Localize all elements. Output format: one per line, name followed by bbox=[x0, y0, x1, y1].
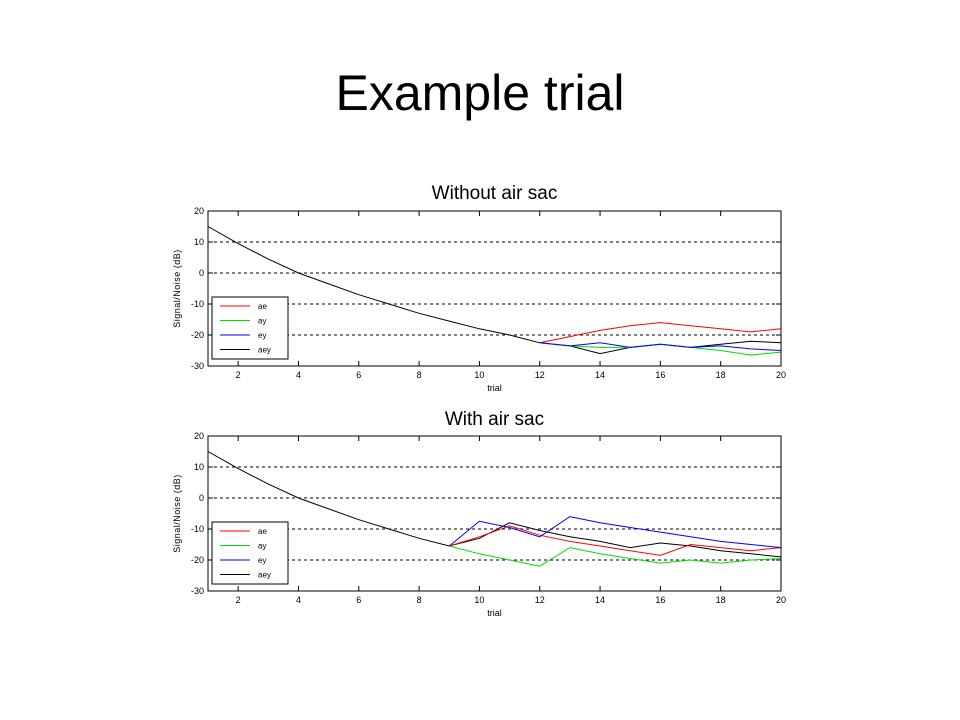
chart-2: 2 4 6 8 10 12 14 16 18 20 20 10 0 -10 -20 -30 With air s… bbox=[172, 409, 786, 618]
x-tick-label: 8 bbox=[417, 595, 422, 605]
y-tick-label: 0 bbox=[199, 268, 204, 278]
chart-1: 2 4 6 8 10 12 14 16 18 20 20 10 0 -10 -20 -30 Without ai… bbox=[172, 183, 786, 393]
y-tick-label: 0 bbox=[199, 493, 204, 503]
legend-label-ae: ae bbox=[258, 527, 267, 536]
x-tick-label: 20 bbox=[776, 370, 786, 380]
y-axis-label: Signal/Noise (dB) bbox=[172, 474, 182, 553]
series-line-ae bbox=[539, 322, 782, 344]
x-tick-label: 10 bbox=[474, 595, 484, 605]
y-tick-label: -10 bbox=[191, 299, 204, 309]
y-tick-label: 20 bbox=[194, 431, 204, 441]
legend-label-ay: ay bbox=[258, 317, 266, 326]
y-tick-label: -20 bbox=[191, 555, 204, 565]
series-line-ey bbox=[539, 342, 782, 351]
x-tick-label: 6 bbox=[356, 370, 361, 380]
x-tick-label: 4 bbox=[296, 370, 301, 380]
x-tick-label: 8 bbox=[417, 370, 422, 380]
y-tick-label: 10 bbox=[194, 237, 204, 247]
chart-title: Without air sac bbox=[432, 183, 558, 204]
series-line-ey bbox=[448, 516, 782, 549]
x-tick-label: 18 bbox=[716, 370, 726, 380]
legend-label-ae: ae bbox=[258, 302, 267, 311]
x-tick-label: 4 bbox=[296, 595, 301, 605]
x-tick-label: 6 bbox=[356, 595, 361, 605]
legend-label-ey: ey bbox=[258, 331, 266, 340]
series-line-aey bbox=[207, 451, 782, 558]
x-tick-label: 18 bbox=[716, 595, 726, 605]
legend-box bbox=[211, 521, 289, 585]
x-axis-label: trial bbox=[487, 608, 502, 618]
y-tick-label: 10 bbox=[194, 462, 204, 472]
legend-label-aey: aey bbox=[258, 346, 271, 355]
chart-title: With air sac bbox=[445, 409, 544, 430]
y-tick-label: -30 bbox=[191, 586, 204, 596]
legend: ae ay ey aey bbox=[211, 521, 289, 585]
slide-title: Example trial bbox=[335, 65, 625, 121]
x-tick-label: 16 bbox=[655, 595, 665, 605]
x-tick-label: 14 bbox=[595, 370, 605, 380]
series-line-ay bbox=[449, 545, 782, 567]
x-tick-label: 14 bbox=[595, 595, 605, 605]
axes-box bbox=[207, 435, 782, 592]
x-tick-label: 10 bbox=[474, 370, 484, 380]
legend-label-aey: aey bbox=[258, 571, 271, 580]
y-tick-label: -10 bbox=[191, 524, 204, 534]
x-tick-label: 16 bbox=[655, 370, 665, 380]
y-tick-label: -20 bbox=[191, 330, 204, 340]
y-tick-label: -30 bbox=[191, 361, 204, 371]
x-tick-label: 20 bbox=[776, 595, 786, 605]
x-tick-label: 2 bbox=[236, 370, 241, 380]
y-tick-label: 20 bbox=[194, 206, 204, 216]
y-axis-label: Signal/Noise (dB) bbox=[172, 249, 182, 328]
x-axis-label: trial bbox=[487, 383, 502, 393]
x-tick-label: 2 bbox=[236, 595, 241, 605]
legend: ae ay ey aey bbox=[211, 296, 289, 360]
legend-label-ey: ey bbox=[258, 556, 266, 565]
x-tick-label: 12 bbox=[535, 370, 545, 380]
plot-area bbox=[208, 211, 781, 366]
axes-box bbox=[207, 210, 782, 367]
legend-box bbox=[211, 296, 289, 360]
plot-area bbox=[208, 436, 781, 591]
x-tick-label: 12 bbox=[535, 595, 545, 605]
series-line-ae bbox=[449, 525, 782, 556]
legend-label-ay: ay bbox=[258, 542, 266, 551]
